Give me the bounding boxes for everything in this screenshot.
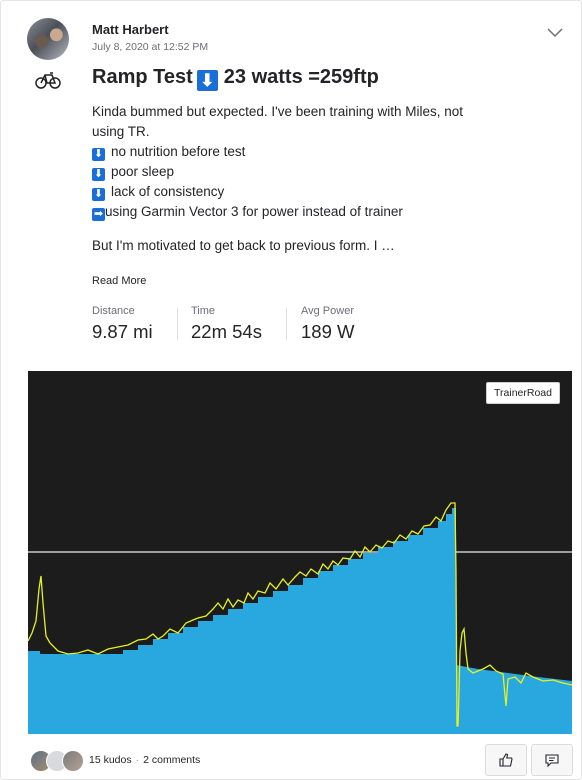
- description-line: ⬇ poor sleep: [92, 164, 175, 181]
- read-more-link[interactable]: Read More: [92, 275, 147, 287]
- description-line: ⬇ no nutrition before test: [92, 144, 246, 161]
- stat-distance: Distance 9.87 mi: [92, 305, 153, 342]
- kudos-comments-summary: 15 kudos · 2 comments: [89, 754, 201, 766]
- right-arrow-icon: ➡: [92, 208, 105, 221]
- description-line: Kinda bummed but expected. I've been tra…: [92, 104, 464, 119]
- trainerroad-badge[interactable]: TrainerRoad: [486, 382, 560, 404]
- bike-icon: [35, 72, 61, 89]
- post-timestamp: July 8, 2020 at 12:52 PM: [92, 41, 209, 53]
- title-text: Ramp Test: [92, 66, 193, 88]
- comment-button[interactable]: [531, 744, 573, 776]
- chevron-down-icon[interactable]: [546, 25, 564, 39]
- description-line: ➡ using Garmin Vector 3 for power instead…: [92, 204, 403, 221]
- activity-description: Kinda bummed but expected. I've been tra…: [92, 102, 532, 256]
- stat-divider: [177, 308, 178, 340]
- target-power-area: [28, 508, 572, 734]
- power-graph: [28, 502, 572, 734]
- give-kudos-button[interactable]: [485, 744, 527, 776]
- stat-time: Time 22m 54s: [191, 305, 262, 342]
- avatar[interactable]: [62, 750, 84, 772]
- description-line: ⬇ lack of consistency: [92, 184, 225, 201]
- comments-count[interactable]: 2 comments: [143, 754, 201, 766]
- stat-avg-power: Avg Power 189 W: [301, 305, 355, 342]
- workout-chart[interactable]: TrainerRoad: [28, 371, 572, 734]
- actual-power-line: [28, 502, 572, 727]
- avatar[interactable]: [27, 18, 69, 60]
- down-arrow-icon: ⬇: [92, 148, 105, 161]
- activity-title[interactable]: Ramp Test ⬇ 23 watts =259ftp: [92, 66, 379, 91]
- author-name[interactable]: Matt Harbert: [92, 22, 169, 37]
- kudos-avatars[interactable]: [30, 750, 90, 772]
- description-line: using TR.: [92, 124, 150, 139]
- down-arrow-icon: ⬇: [196, 70, 218, 91]
- kudos-count[interactable]: 15 kudos: [89, 754, 132, 766]
- thumbs-up-icon: [499, 753, 513, 767]
- comment-icon: [545, 754, 559, 768]
- description-line: But I'm motivated to get back to previou…: [92, 238, 395, 253]
- down-arrow-icon: ⬇: [92, 168, 105, 181]
- stat-divider: [286, 308, 287, 340]
- title-text-rest: 23 watts =259ftp: [223, 66, 379, 88]
- down-arrow-icon: ⬇: [92, 188, 105, 201]
